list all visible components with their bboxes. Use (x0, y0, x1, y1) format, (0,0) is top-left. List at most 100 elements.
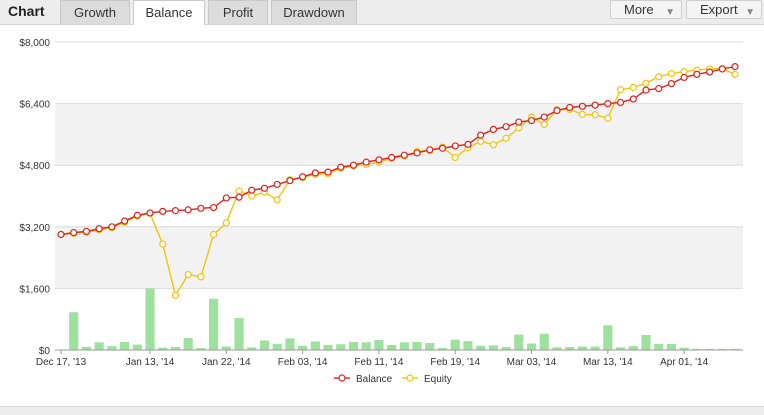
volume-bar (158, 347, 168, 350)
volume-bar (234, 318, 244, 350)
series-point-balance (578, 102, 586, 110)
series-point-equity (171, 291, 180, 299)
series-point-balance (655, 84, 663, 93)
series-point-balance (400, 151, 408, 159)
volume-bar (183, 338, 193, 350)
series-point-balance (286, 177, 294, 185)
y-tick-label: $4,800 (19, 161, 50, 172)
volume-bar (501, 346, 511, 350)
y-tick-label: $3,200 (19, 223, 50, 234)
series-point-balance (349, 161, 358, 169)
volume-bar (603, 325, 613, 350)
series-point-balance (70, 228, 78, 237)
series-point-balance (553, 106, 561, 115)
more-button[interactable]: More ▼ (610, 0, 682, 19)
series-point-balance (311, 169, 319, 177)
export-button[interactable]: Export ▼ (686, 0, 762, 19)
series-point-balance (540, 113, 548, 121)
plot-band (55, 226, 743, 289)
plot-band (55, 103, 743, 166)
export-label: Export (700, 2, 738, 17)
x-tick-label: Apr 01, '14 (660, 357, 708, 368)
series-point-balance (375, 156, 383, 164)
series-point-balance (184, 206, 192, 214)
volume-bar (361, 342, 371, 350)
series-point-balance (705, 68, 714, 76)
series-point-balance (362, 158, 370, 166)
series-point-balance (273, 180, 281, 189)
series-point-balance (260, 184, 269, 192)
series-point-equity (731, 70, 739, 78)
volume-bar (247, 347, 257, 350)
series-point-balance (171, 207, 180, 215)
series-point-equity (667, 69, 676, 78)
volume-bar (654, 343, 664, 350)
series-point-equity (629, 83, 637, 92)
volume-bar (615, 347, 626, 350)
series-point-balance (629, 95, 637, 103)
volume-bar (387, 344, 397, 350)
tab-balance[interactable]: Balance (133, 0, 205, 25)
series-point-equity (655, 73, 663, 81)
series-point-balance (299, 173, 307, 181)
volume-bar (81, 346, 92, 350)
series-point-balance (95, 225, 103, 233)
volume-bar (170, 346, 181, 350)
series-point-equity (502, 134, 510, 142)
volume-bar (145, 288, 155, 350)
volume-bar (285, 338, 295, 350)
volume-bar (641, 334, 651, 350)
volume-bar (463, 341, 473, 350)
volume-bar (196, 348, 206, 350)
volume-bar (107, 346, 117, 350)
series-point-balance (527, 116, 536, 125)
y-tick-label: $0 (39, 346, 51, 357)
volume-bar (374, 339, 384, 350)
tab-profit[interactable]: Profit (208, 0, 268, 24)
series-point-balance (718, 65, 726, 73)
series-point-equity (591, 111, 599, 119)
footer-strip (0, 406, 764, 415)
series-point-balance (413, 149, 421, 157)
tab-drawdown[interactable]: Drawdown (271, 0, 357, 24)
volume-bar (437, 348, 448, 350)
volume-bar (450, 339, 460, 350)
volume-bar (628, 346, 638, 350)
volume-bar (476, 345, 486, 350)
series-point-equity (159, 240, 167, 248)
series-point-equity (184, 270, 192, 279)
volume-bar (590, 346, 600, 350)
volume-bar (221, 346, 231, 350)
series-point-equity (451, 153, 459, 162)
series-point-balance (502, 123, 510, 131)
x-tick-label: Dec 17, '13 (36, 357, 87, 368)
volume-bar (666, 343, 676, 350)
volume-bar (310, 341, 320, 350)
series-point-balance (731, 63, 739, 71)
series-point-balance (248, 186, 256, 194)
series-point-equity (489, 141, 497, 149)
chevron-down-icon: ▼ (665, 7, 675, 18)
x-tick-label: Mar 13, '14 (583, 357, 633, 368)
y-tick-label: $8,000 (19, 38, 50, 49)
series-point-balance (642, 86, 650, 94)
series-point-equity (210, 230, 218, 239)
series-point-equity (616, 86, 625, 94)
x-tick-label: Feb 03, '14 (278, 357, 328, 368)
x-tick-label: Feb 11, '14 (354, 357, 403, 368)
series-point-balance (616, 98, 625, 107)
chevron-down-icon: ▼ (745, 7, 755, 18)
legend-marker-equity (406, 374, 414, 382)
tab-growth[interactable]: Growth (60, 0, 130, 24)
volume-bar (577, 346, 587, 350)
volume-bar (514, 334, 524, 350)
x-tick-label: Jan 13, '14 (126, 357, 175, 368)
series-point-equity (604, 114, 612, 122)
series-point-balance (438, 144, 447, 152)
y-tick-label: $1,600 (19, 284, 50, 295)
series-point-balance (693, 70, 701, 78)
series-point-balance (515, 118, 523, 126)
series-point-balance (222, 194, 230, 202)
volume-bar (272, 343, 282, 350)
